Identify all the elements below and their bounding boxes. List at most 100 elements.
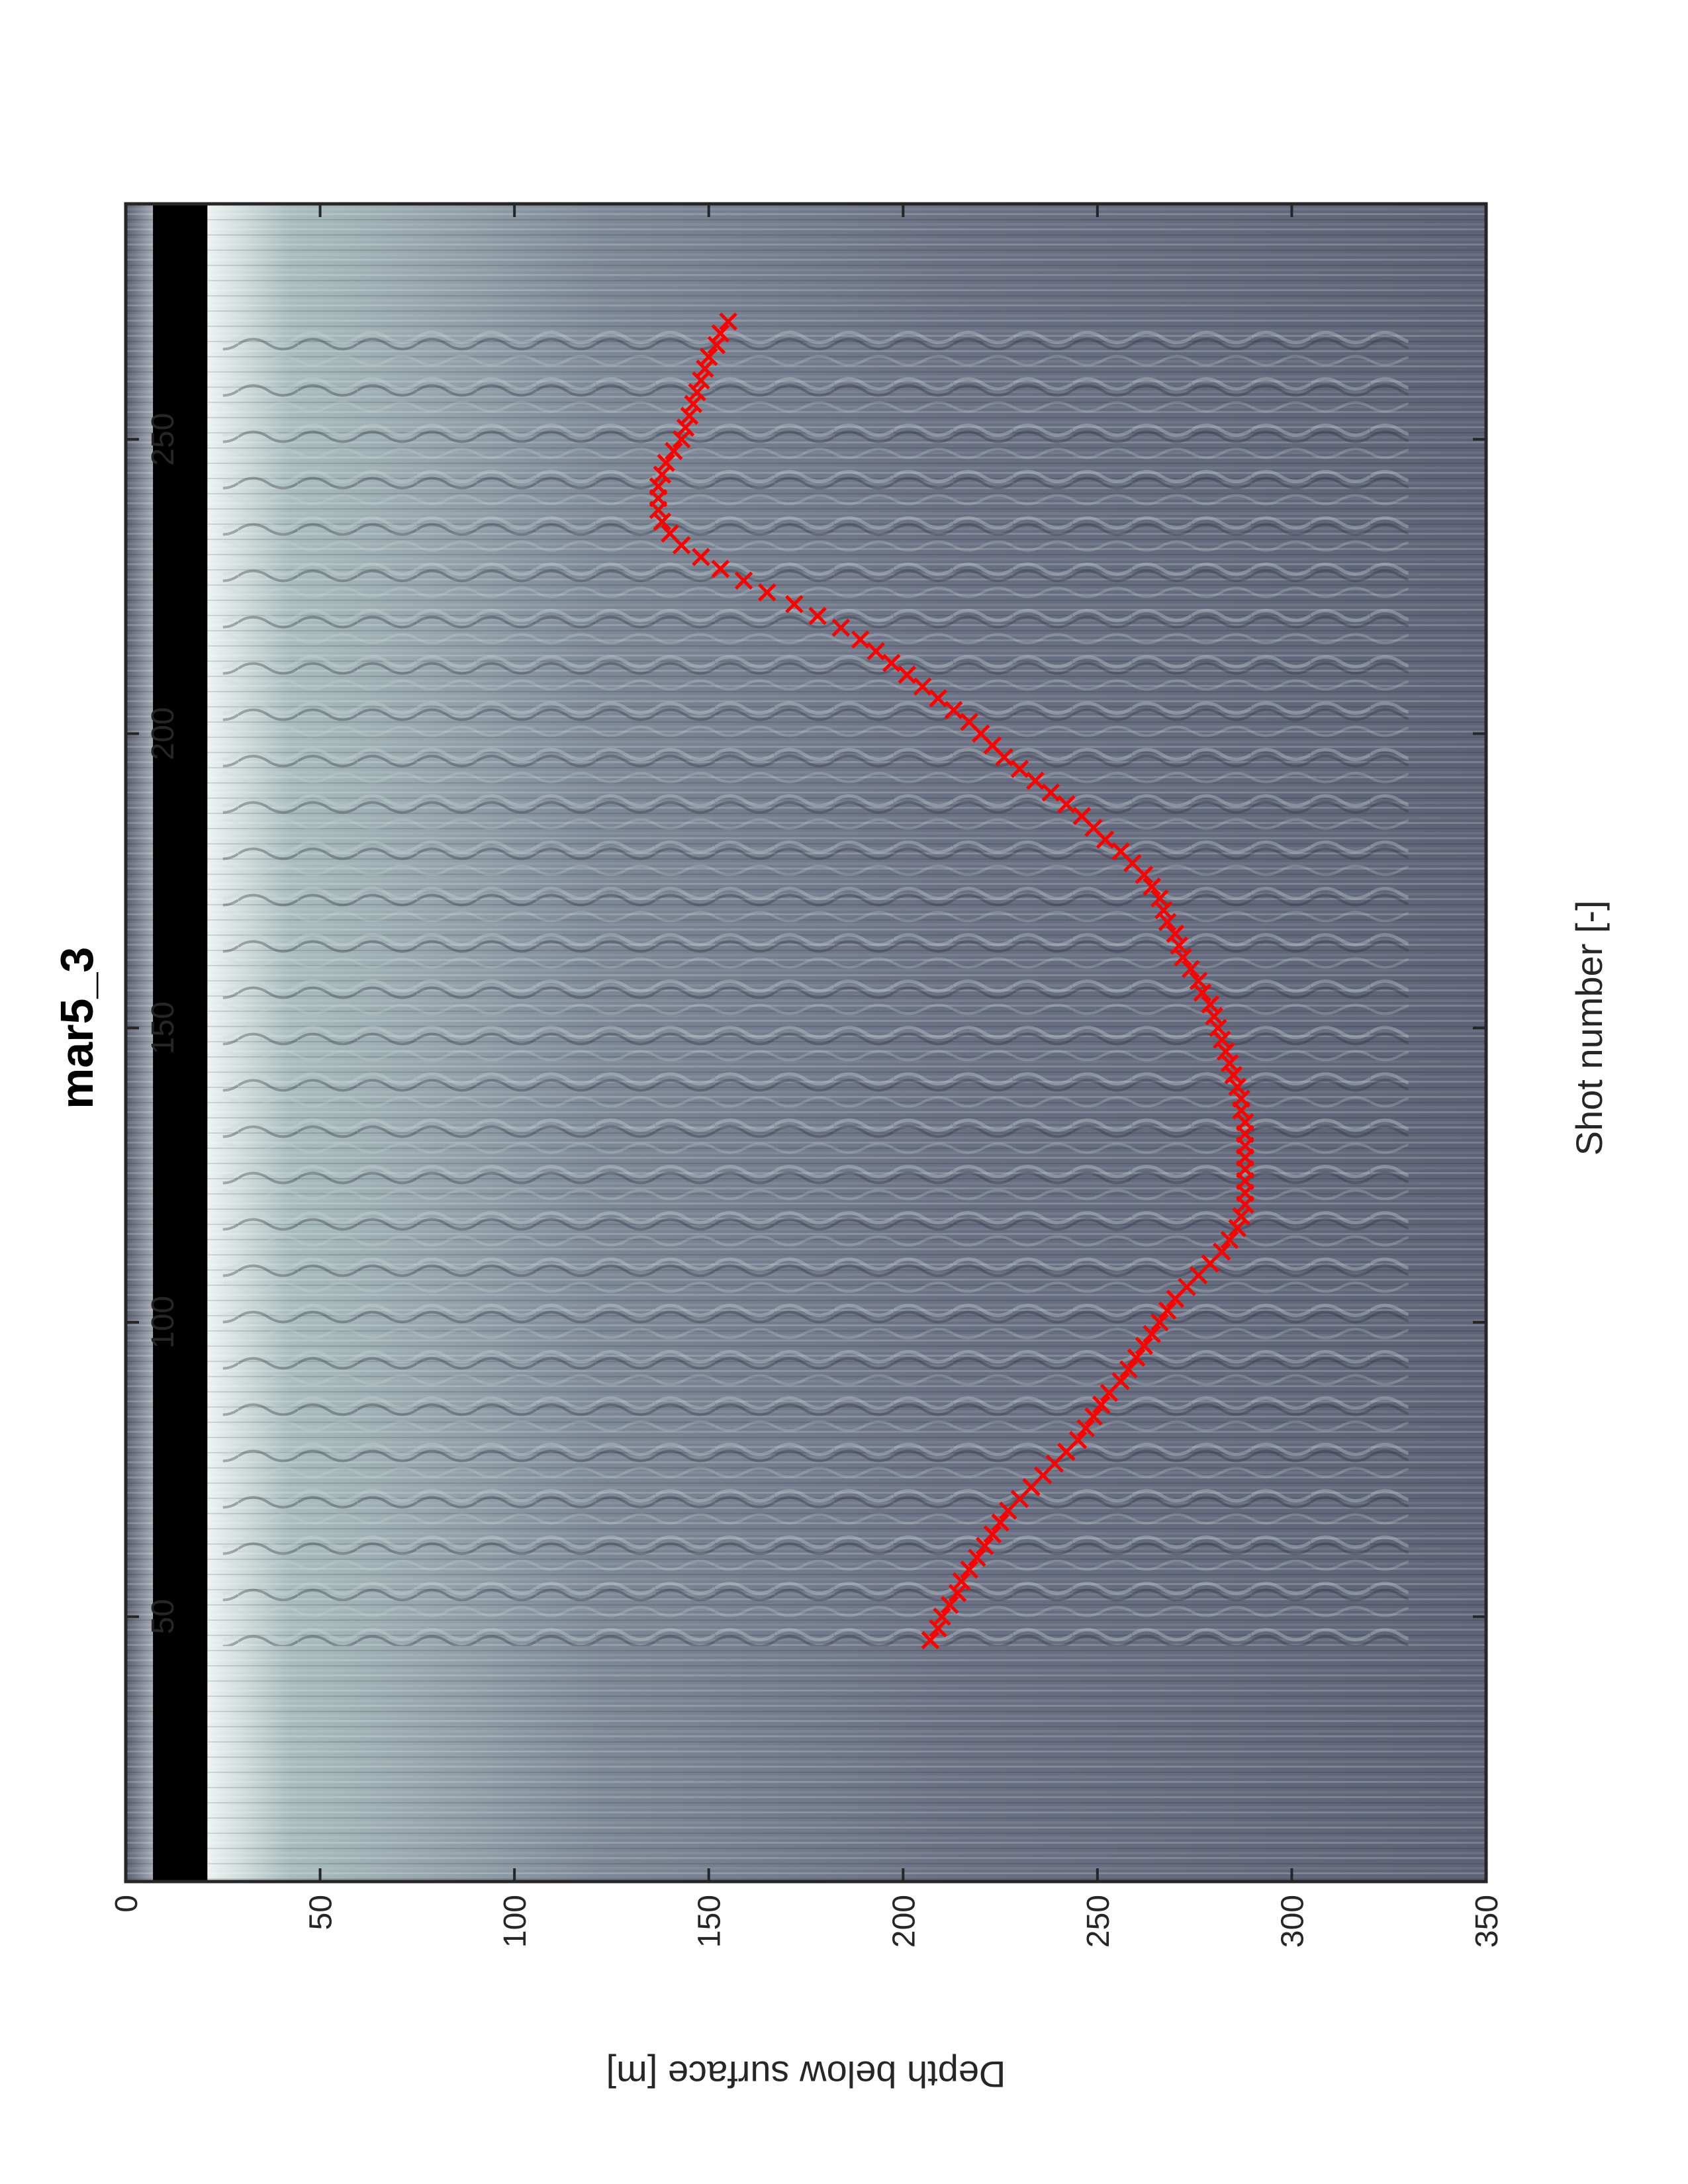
data-point-marker bbox=[882, 654, 901, 672]
data-point-marker bbox=[758, 583, 776, 602]
data-point-marker bbox=[688, 383, 706, 402]
data-point-marker bbox=[665, 441, 683, 461]
data-point-marker bbox=[1076, 1419, 1096, 1437]
data-point-marker bbox=[711, 559, 730, 578]
data-point-marker bbox=[1026, 771, 1045, 790]
data-point-marker bbox=[1232, 1089, 1250, 1108]
radargram-reflection-texture bbox=[222, 321, 1409, 1647]
data-point-marker bbox=[649, 477, 668, 496]
data-point-marker bbox=[1205, 1007, 1223, 1026]
data-point-marker bbox=[898, 665, 916, 684]
y-axis-label: Depth below surface [m] bbox=[606, 2054, 1006, 2095]
data-point-marker bbox=[1228, 1077, 1246, 1096]
data-point-marker bbox=[952, 1572, 971, 1591]
data-point-marker bbox=[1041, 783, 1060, 802]
y-tick-label: 100 bbox=[498, 1895, 533, 1948]
surface-reflection-band bbox=[153, 204, 208, 1882]
data-point-marker bbox=[1143, 878, 1161, 896]
plot-frame bbox=[124, 202, 1488, 1884]
y-tick-label: 150 bbox=[692, 1895, 727, 1948]
y-tick-label: 50 bbox=[304, 1895, 339, 1930]
x-tick-label: 200 bbox=[146, 707, 181, 760]
data-point-marker bbox=[1158, 913, 1177, 931]
data-point-marker bbox=[707, 336, 726, 355]
y-tick-label: 200 bbox=[886, 1895, 921, 1948]
data-point-marker bbox=[831, 618, 851, 637]
data-point-marker bbox=[1068, 1431, 1088, 1449]
data-point-marker bbox=[785, 595, 804, 614]
x-tick-label: 150 bbox=[146, 1001, 181, 1054]
data-point-marker bbox=[1127, 1348, 1146, 1367]
data-point-marker bbox=[1228, 1218, 1246, 1238]
data-point-marker bbox=[960, 1560, 978, 1579]
data-point-marker bbox=[719, 312, 737, 331]
data-point-marker bbox=[808, 606, 827, 625]
y-axis-ticks: 0 50 100 150 200 250 300 350 bbox=[109, 204, 1505, 1948]
data-point-marker bbox=[940, 1596, 959, 1614]
x-tick-label: 50 bbox=[146, 1599, 181, 1634]
data-point-marker bbox=[1154, 901, 1173, 920]
data-point-marker bbox=[1209, 1019, 1227, 1038]
data-point-marker bbox=[1092, 1395, 1111, 1414]
data-point-marker bbox=[867, 642, 885, 660]
data-point-marker bbox=[1182, 960, 1200, 979]
x-axis-label: Shot number [-] bbox=[1568, 900, 1610, 1156]
data-point-marker bbox=[933, 1607, 951, 1626]
data-point-marker bbox=[1193, 983, 1212, 1002]
data-point-marker bbox=[692, 547, 710, 567]
data-point-marker bbox=[1084, 1407, 1103, 1426]
data-point-marker bbox=[1170, 936, 1188, 955]
data-point-marker bbox=[1216, 1042, 1235, 1061]
x-tick-label: 100 bbox=[146, 1296, 181, 1349]
data-point-marker bbox=[1174, 948, 1192, 967]
data-point-marker bbox=[711, 324, 730, 343]
data-point-marker bbox=[1220, 1230, 1239, 1250]
data-point-marker bbox=[653, 465, 672, 484]
data-point-marker bbox=[692, 371, 710, 390]
data-point-marker bbox=[676, 418, 695, 437]
data-point-marker bbox=[696, 359, 714, 378]
data-point-marker bbox=[653, 512, 672, 531]
data-point-marker bbox=[672, 430, 691, 449]
data-point-marker bbox=[851, 630, 870, 649]
data-point-marker bbox=[1057, 795, 1076, 814]
data-point-marker bbox=[929, 689, 947, 707]
data-point-marker bbox=[960, 712, 978, 731]
chart-title: mar5_3 bbox=[51, 947, 103, 1109]
data-point-marker bbox=[1224, 1066, 1243, 1085]
data-point-marker bbox=[1150, 1313, 1169, 1332]
data-point-marker bbox=[1072, 807, 1092, 825]
y-tick-label: 350 bbox=[1470, 1895, 1505, 1948]
data-point-marker bbox=[929, 1619, 947, 1638]
data-point-marker bbox=[1135, 1336, 1154, 1355]
x-axis-ticks: 50 100 150 200 250 bbox=[126, 413, 1486, 1634]
data-point-marker bbox=[944, 701, 963, 719]
plot-area bbox=[126, 204, 1486, 1882]
data-point-marker bbox=[1236, 1113, 1254, 1132]
data-point-marker bbox=[1212, 1242, 1231, 1261]
data-point-marker bbox=[1111, 842, 1130, 861]
data-point-marker bbox=[734, 571, 753, 590]
data-point-marker bbox=[1212, 1030, 1231, 1049]
data-point-marker bbox=[680, 406, 699, 425]
data-point-marker bbox=[657, 453, 675, 473]
data-point-marker bbox=[975, 1537, 994, 1555]
data-point-marker bbox=[1166, 925, 1185, 943]
data-point-marker bbox=[1111, 1372, 1130, 1390]
data-point-marker bbox=[661, 524, 679, 543]
data-point-marker bbox=[1119, 1360, 1138, 1379]
data-point-marker bbox=[983, 1525, 1002, 1543]
y-tick-label: 300 bbox=[1275, 1895, 1310, 1948]
data-point-marker bbox=[699, 347, 718, 367]
y-tick-label: 250 bbox=[1081, 1895, 1116, 1948]
data-point-marker bbox=[1143, 1325, 1161, 1343]
data-point-marker bbox=[1150, 889, 1169, 908]
data-point-marker bbox=[948, 1584, 967, 1602]
x-tick-label: 250 bbox=[146, 413, 181, 466]
data-point-marker bbox=[991, 1513, 1009, 1532]
bed-pick-markers bbox=[649, 312, 1254, 1650]
data-point-marker bbox=[1220, 1054, 1239, 1073]
data-point-marker bbox=[921, 1631, 940, 1650]
data-point-marker bbox=[968, 1549, 986, 1567]
data-point-marker bbox=[1232, 1207, 1250, 1226]
